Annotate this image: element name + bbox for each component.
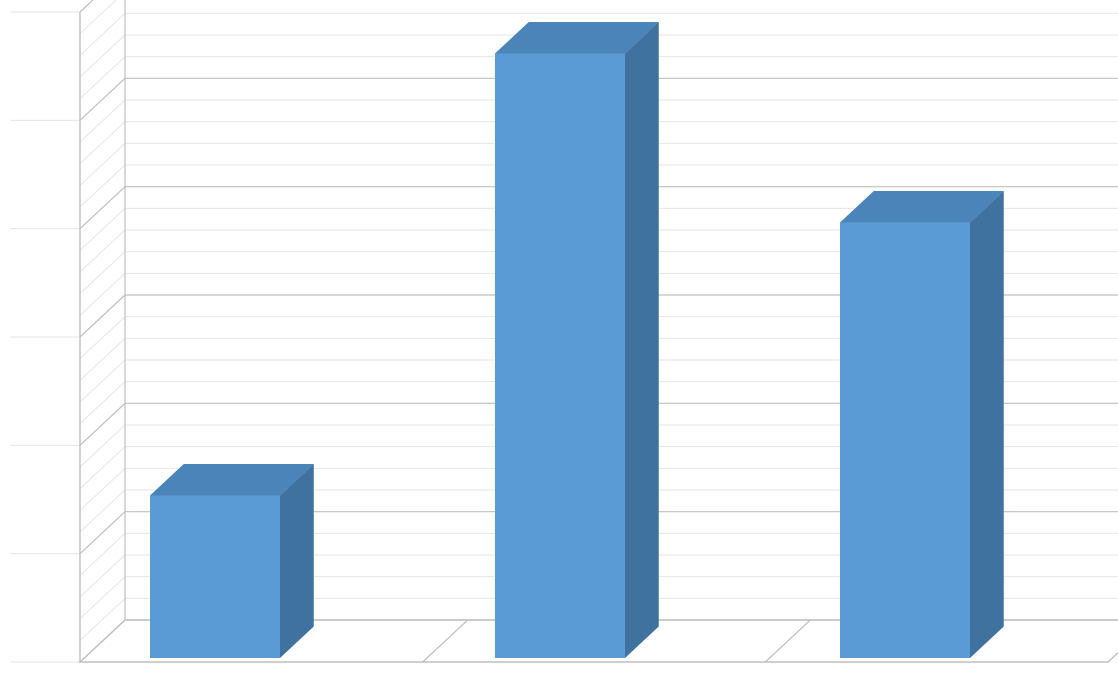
bar-chart-3d bbox=[0, 0, 1118, 691]
chart-canvas bbox=[0, 0, 1118, 691]
